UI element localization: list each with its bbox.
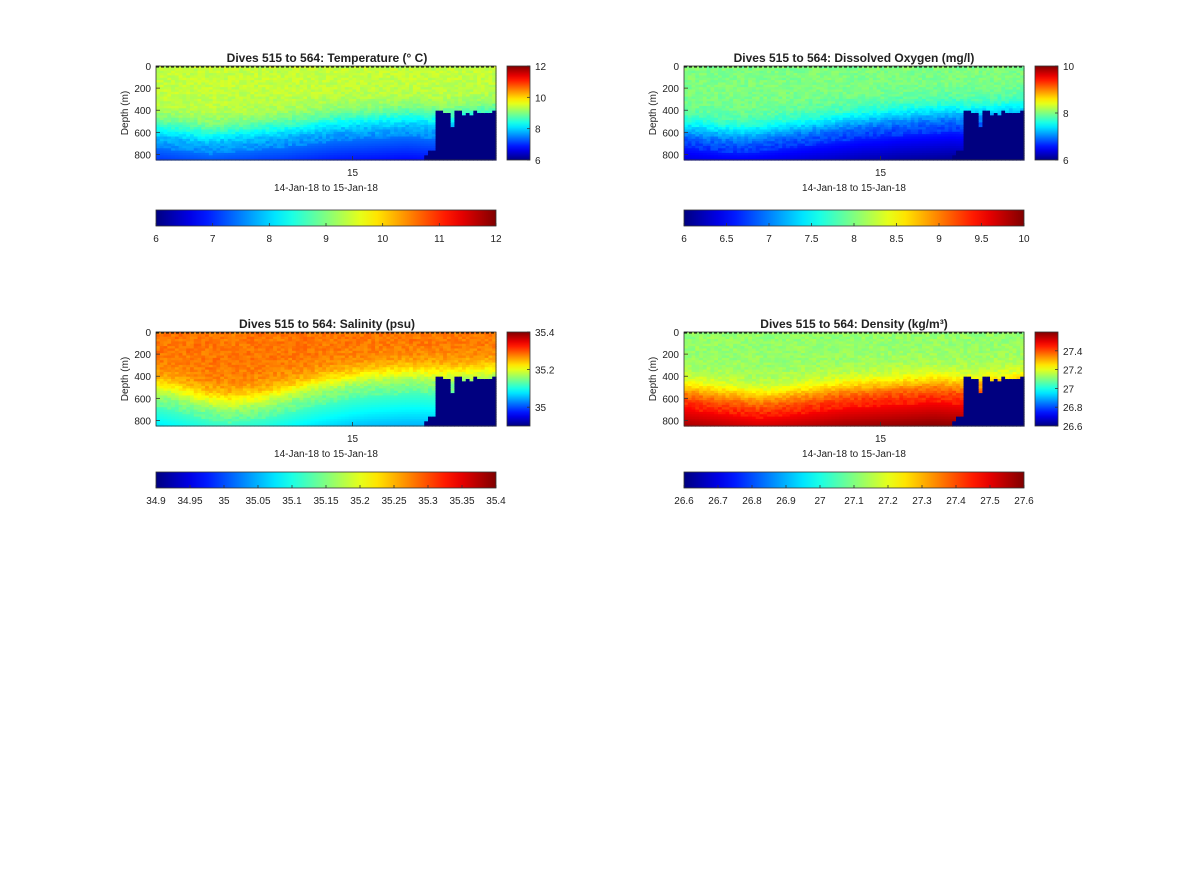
- y-tick-label: 200: [134, 84, 151, 95]
- colorbar-tick-label: 8: [535, 125, 541, 136]
- y-tick-label: 800: [134, 150, 151, 161]
- bottom-colorbar-tick-label: 6: [153, 234, 159, 245]
- bottom-colorbar-tick-label: 8: [267, 234, 273, 245]
- x-tick-label: 15: [347, 168, 359, 179]
- y-tick-label: 400: [134, 106, 151, 117]
- x-axis-label: 14-Jan-18 to 15-Jan-18: [274, 183, 378, 194]
- bottom-colorbar-tick-label: 12: [490, 234, 502, 245]
- colorbar-tick-label: 12: [535, 62, 547, 73]
- bottom-colorbar-tick-label: 11: [434, 234, 445, 245]
- bottom-colorbar-tick-label: 10: [377, 234, 389, 245]
- heatmap-cells-1: [684, 66, 1025, 161]
- y-axis-label: Depth (m): [120, 91, 131, 135]
- bottom-colorbar-tick-label: 9: [323, 234, 329, 245]
- y-tick-label: 600: [134, 128, 151, 139]
- y-tick-label: 0: [145, 62, 151, 73]
- colorbar-tick-label: 10: [535, 93, 547, 104]
- bottom-colorbar-tick-label: 7: [210, 234, 216, 245]
- colorbar-tick-label: 6: [535, 156, 541, 167]
- chart-title: Dives 515 to 564: Temperature (° C): [227, 51, 428, 65]
- heatmap-cells-0: [156, 66, 497, 161]
- chart-panel-0: 0 200 400 600 800 15 14-Jan-18 to 15-Jan-18 Dep…: [120, 51, 547, 245]
- side-colorbar: [507, 66, 530, 160]
